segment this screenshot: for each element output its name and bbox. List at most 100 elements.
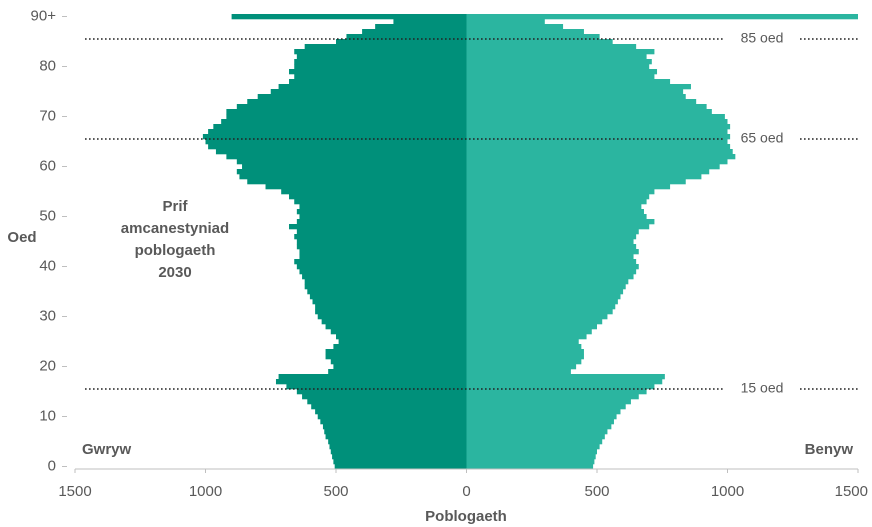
- bar: [304, 284, 467, 290]
- bar: [466, 354, 584, 360]
- x-axis-title: Poblogaeth: [425, 508, 507, 525]
- bar: [466, 79, 671, 85]
- bar: [294, 259, 467, 265]
- bar: [466, 459, 595, 465]
- bar: [296, 209, 467, 215]
- y-tick-label: 90+: [31, 7, 57, 24]
- y-tick-label: 30: [39, 307, 56, 324]
- annotation: amcanestyniad: [121, 220, 229, 237]
- bar: [466, 99, 697, 105]
- bar: [466, 174, 702, 180]
- bar: [296, 219, 467, 225]
- bar: [226, 114, 467, 120]
- bar: [315, 409, 467, 415]
- bar: [466, 254, 634, 260]
- bar: [466, 149, 733, 155]
- bar: [466, 124, 731, 130]
- bar: [333, 344, 467, 350]
- bar: [466, 419, 614, 425]
- bar: [466, 319, 603, 325]
- bar: [257, 94, 467, 100]
- bar: [466, 34, 600, 40]
- y-tick-label: 40: [39, 257, 56, 274]
- bar: [294, 74, 467, 80]
- bar: [325, 349, 467, 355]
- legend-label: Gwryw: [82, 441, 132, 458]
- x-tick-label: 0: [462, 483, 470, 500]
- bar: [329, 444, 467, 450]
- bar: [236, 169, 467, 175]
- bar: [466, 394, 639, 400]
- bar: [466, 234, 637, 240]
- bar: [466, 139, 728, 145]
- bar: [466, 299, 618, 305]
- reference-label: 85 oed: [741, 30, 784, 46]
- x-tick-label: 1500: [58, 483, 91, 500]
- bar: [270, 89, 467, 95]
- bar: [296, 54, 467, 60]
- bar: [299, 254, 467, 260]
- bar: [466, 54, 647, 60]
- bar: [296, 244, 467, 250]
- bar: [205, 139, 467, 145]
- bar: [202, 134, 467, 140]
- bar: [294, 199, 467, 205]
- bar: [466, 409, 621, 415]
- bar: [302, 274, 467, 280]
- bar: [466, 304, 616, 310]
- bar: [466, 199, 647, 205]
- bar: [328, 439, 467, 445]
- bar: [231, 14, 467, 20]
- bar: [299, 269, 467, 275]
- bar: [311, 404, 467, 410]
- bar: [466, 344, 582, 350]
- bar: [466, 289, 624, 295]
- y-axis-title: Oed: [7, 229, 36, 246]
- bar: [466, 429, 608, 435]
- bar: [466, 314, 608, 320]
- bar: [362, 29, 467, 35]
- bar: [299, 214, 467, 220]
- bar: [466, 454, 596, 460]
- bar: [304, 279, 467, 285]
- y-tick-label: 50: [39, 207, 56, 224]
- bar: [466, 144, 731, 150]
- bar: [466, 224, 650, 230]
- bar: [307, 289, 467, 295]
- bar: [466, 14, 858, 20]
- bar: [328, 369, 467, 375]
- bar: [309, 294, 467, 300]
- bar: [304, 44, 467, 50]
- bar: [338, 339, 467, 345]
- bar: [322, 424, 467, 430]
- bar: [239, 174, 467, 180]
- bar: [466, 264, 639, 270]
- bar: [466, 359, 582, 365]
- bar: [466, 94, 686, 100]
- bar: [466, 434, 605, 440]
- bar: [281, 189, 467, 195]
- bar: [286, 384, 467, 390]
- bar: [325, 324, 467, 330]
- bar: [466, 414, 617, 420]
- bar: [466, 349, 584, 355]
- bar: [466, 374, 665, 380]
- bar: [265, 184, 467, 190]
- annotation: 2030: [158, 264, 191, 281]
- bar: [466, 74, 655, 80]
- bar: [317, 414, 467, 420]
- bar: [315, 304, 467, 310]
- bar: [242, 164, 467, 170]
- bar: [236, 104, 467, 110]
- x-tick-label: 1000: [189, 483, 222, 500]
- bar: [336, 334, 467, 340]
- x-tick-label: 500: [584, 483, 609, 500]
- x-tick-label: 500: [323, 483, 348, 500]
- bar: [466, 404, 626, 410]
- bar: [466, 439, 603, 445]
- bar: [330, 449, 467, 455]
- bar: [466, 179, 686, 185]
- bar: [466, 39, 613, 45]
- bar: [466, 219, 655, 225]
